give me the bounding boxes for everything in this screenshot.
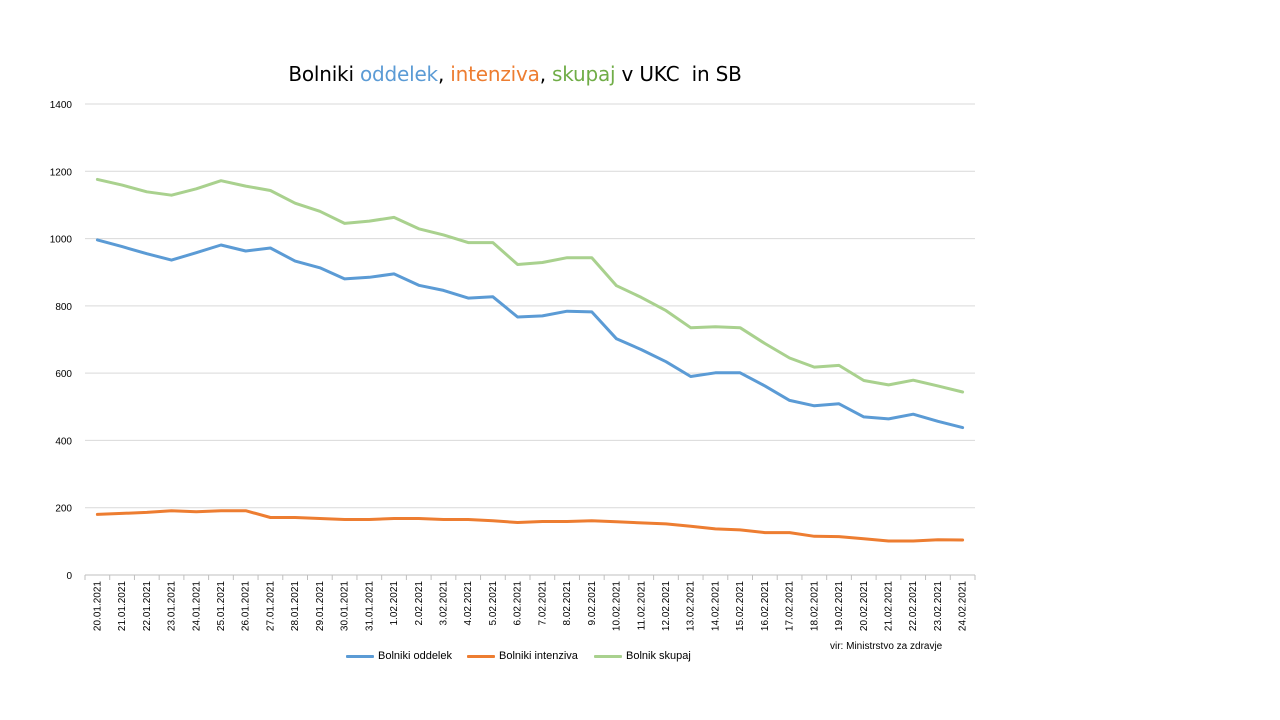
x-tick-label: 27.01.2021: [265, 581, 276, 631]
x-tick-label: 8.02.2021: [562, 581, 573, 626]
series-line-2: [95, 509, 965, 543]
x-tick-label: 22.01.2021: [142, 581, 153, 631]
y-tick-label: 1200: [50, 167, 73, 178]
x-tick-label: 16.02.2021: [760, 581, 771, 631]
x-tick-label: 6.02.2021: [513, 581, 524, 626]
x-tick-label: 10.02.2021: [612, 581, 623, 631]
y-tick-label: 600: [55, 369, 72, 380]
chart-title: Bolniki oddelek, intenziva, skupaj v UKC…: [0, 62, 1030, 86]
x-tick-label: 20.02.2021: [859, 581, 870, 631]
title-part: ,: [437, 62, 451, 86]
legend-item-skupaj: Bolnik skupaj: [594, 650, 691, 662]
x-tick-label: 12.02.2021: [661, 581, 672, 631]
y-tick-label: 0: [66, 571, 72, 582]
x-tick-label: 11.02.2021: [636, 581, 647, 631]
title-part: v UKC in SB: [615, 62, 742, 86]
legend-item-intenziva: Bolniki intenziva: [467, 650, 578, 662]
series-line-1: [95, 238, 965, 430]
title-part: Bolniki: [288, 62, 360, 86]
x-tick-label: 7.02.2021: [537, 581, 548, 626]
title-part-oddelek: oddelek: [359, 62, 438, 86]
x-tick-label: 23.02.2021: [933, 581, 944, 631]
x-tick-label: 4.02.2021: [463, 581, 474, 626]
x-tick-label: 25.01.2021: [216, 581, 227, 631]
x-tick-label: 1.02.2021: [389, 581, 400, 626]
x-tick-label: 18.02.2021: [809, 581, 820, 631]
legend-label-skupaj: Bolnik skupaj: [626, 650, 691, 662]
chart-legend: Bolniki oddelek Bolniki intenziva Bolnik…: [0, 650, 1030, 666]
x-tick-label: 26.01.2021: [241, 581, 252, 631]
x-tick-label: 30.01.2021: [340, 581, 351, 631]
title-part-intenziva: intenziva: [450, 62, 540, 86]
x-tick-label: 21.01.2021: [117, 581, 128, 631]
x-tick-label: 22.02.2021: [908, 581, 919, 631]
x-tick-label: 23.01.2021: [167, 581, 178, 631]
x-tick-label: 14.02.2021: [710, 581, 721, 631]
y-tick-label: 200: [55, 504, 72, 515]
y-tick-label: 1000: [50, 235, 73, 246]
source-note: vir: Ministrstvo za zdravje: [830, 641, 943, 652]
legend-swatch-skupaj: [594, 654, 622, 658]
y-tick-label: 1400: [50, 100, 73, 111]
x-tick-label: 5.02.2021: [488, 581, 499, 626]
x-tick-label: 2.02.2021: [414, 581, 425, 626]
legend-label-oddelek: Bolniki oddelek: [378, 650, 452, 662]
legend-label-intenziva: Bolniki intenziva: [499, 650, 578, 662]
x-tick-label: 31.01.2021: [364, 581, 375, 631]
x-tick-label: 17.02.2021: [785, 581, 796, 631]
x-tick-label: 19.02.2021: [834, 581, 845, 631]
x-tick-label: 15.02.2021: [735, 581, 746, 631]
title-part-skupaj: skupaj: [552, 62, 616, 86]
legend-item-oddelek: Bolniki oddelek: [346, 650, 452, 662]
x-tick-label: 21.02.2021: [883, 581, 894, 631]
title-part: ,: [539, 62, 553, 86]
legend-swatch-intenziva: [467, 654, 495, 658]
legend-swatch-oddelek: [346, 654, 374, 658]
x-tick-label: 3.02.2021: [438, 581, 449, 626]
x-tick-label: 9.02.2021: [587, 581, 598, 626]
x-tick-label: 24.01.2021: [191, 581, 202, 631]
x-tick-label: 24.02.2021: [958, 581, 969, 631]
y-tick-label: 400: [55, 436, 72, 447]
x-tick-label: 28.01.2021: [290, 581, 301, 631]
x-tick-label: 29.01.2021: [315, 581, 326, 631]
y-tick-label: 800: [55, 302, 72, 313]
x-tick-label: 20.01.2021: [92, 581, 103, 631]
series-line-3: [95, 177, 965, 394]
x-tick-label: 13.02.2021: [686, 581, 697, 631]
